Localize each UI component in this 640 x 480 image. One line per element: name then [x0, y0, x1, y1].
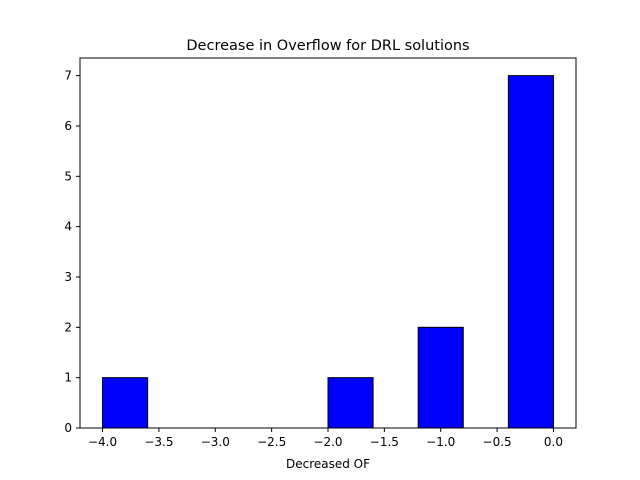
histogram-bar-9 — [507, 75, 554, 429]
x-tick-label: −3.5 — [144, 435, 173, 449]
x-tick-label: −1.0 — [426, 435, 455, 449]
y-tick-label: 2 — [64, 320, 72, 334]
x-tick-label: −1.5 — [370, 435, 399, 449]
chart-title: Decrease in Overflow for DRL solutions — [186, 38, 469, 54]
x-tick-label: −0.5 — [483, 435, 512, 449]
x-axis-title: Decreased OF — [286, 457, 370, 471]
histogram-bar-5 — [327, 377, 374, 429]
y-tick-label: 5 — [64, 169, 72, 183]
histogram-bar-7 — [417, 326, 464, 429]
y-tick-label: 4 — [64, 220, 72, 234]
y-tick-label: 6 — [64, 119, 72, 133]
y-tick-label: 1 — [64, 371, 72, 385]
histogram-bar-0 — [102, 377, 149, 429]
x-tick-label: −4.0 — [88, 435, 117, 449]
y-tick-label: 7 — [64, 69, 72, 83]
x-tick-label: −2.0 — [313, 435, 342, 449]
x-tick-label: −2.5 — [257, 435, 286, 449]
x-tick-label: −3.0 — [201, 435, 230, 449]
y-tick-label: 3 — [64, 270, 72, 284]
bars-group — [102, 75, 554, 429]
plot-frame — [79, 57, 577, 429]
x-axis-ticks: −4.0 −3.5 −3.0 −2.5 −2.0 −1.5 −1.0 −0.5 0.0 — [88, 428, 563, 449]
y-tick-label: 0 — [64, 421, 72, 435]
x-tick-label: 0.0 — [544, 435, 563, 449]
y-axis-ticks: 0 1 2 3 4 5 6 7 — [64, 69, 80, 435]
